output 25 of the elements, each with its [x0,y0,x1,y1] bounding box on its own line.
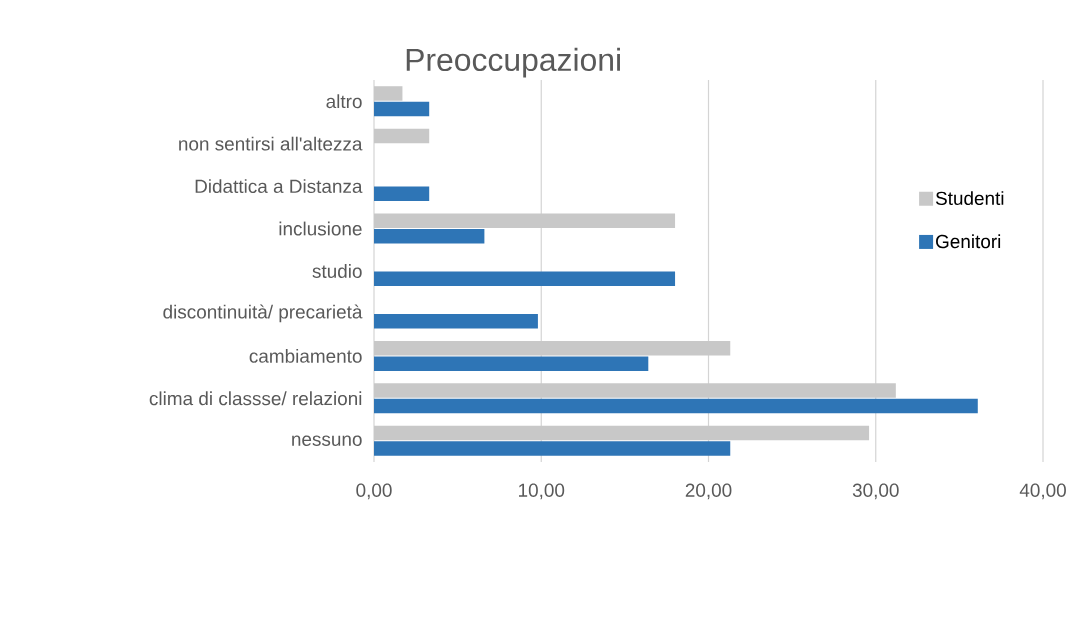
bar [374,229,485,244]
y-tick-label: nessuno [292,435,362,446]
x-tick-label: 0,00 [356,483,392,500]
bar [374,186,430,202]
bar [374,101,430,117]
y-tick-label: discontinuità/ precarietà [163,304,363,323]
y-tick-label: altro [326,94,362,109]
y-tick-label: clima di classse/ relazioni [149,391,362,406]
x-tick-label: 20,00 [685,483,732,500]
legend-label: Studenti [935,191,1004,206]
y-tick-label: non sentirsi all'altezza [179,136,363,151]
y-tick-label: studio [312,264,362,278]
bar [374,441,731,456]
x-tick-label: 40,00 [1019,483,1066,500]
y-tick-label: inclusione [279,221,362,236]
legend-label: Genitori [936,234,1001,249]
x-tick-label: 30,00 [852,483,899,500]
bar [374,398,978,414]
chart-title: Preoccupazioni [406,47,620,78]
bar [374,271,676,286]
y-tick-label: Didattica a Distanza [195,179,363,194]
y-tick-label: cambiamento [249,348,362,363]
bar [374,356,649,371]
bar [374,313,538,329]
x-tick-label: 10,00 [519,483,565,500]
